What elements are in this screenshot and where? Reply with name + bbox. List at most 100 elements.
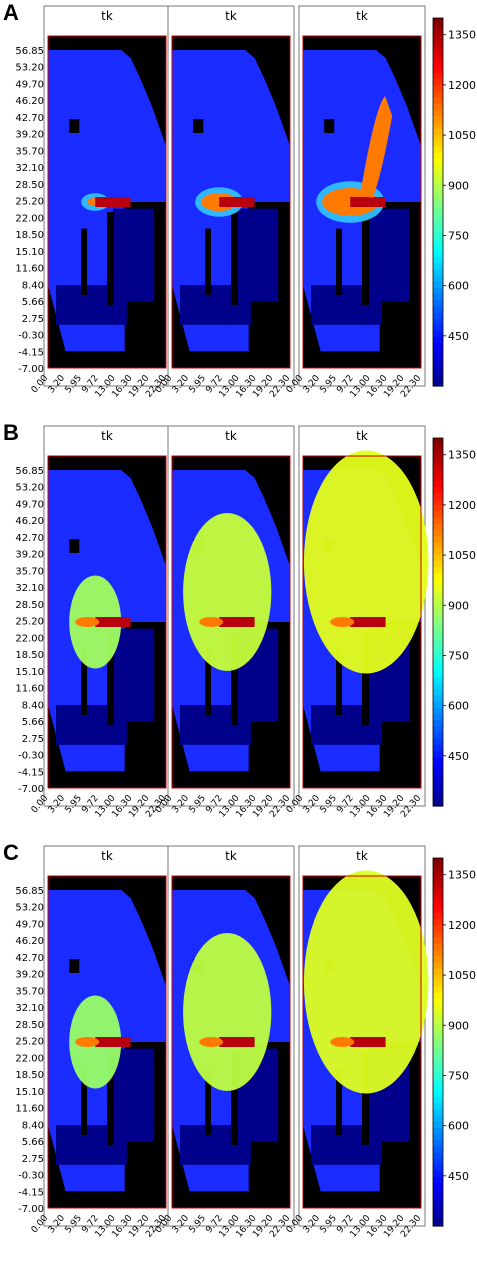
plume-broad: [303, 450, 429, 674]
colorbar-segment: [433, 536, 443, 543]
y-tick-label: 42.70: [15, 953, 44, 964]
colorbar-segment: [433, 140, 443, 148]
plume-hot: [219, 197, 255, 207]
colorbar-segment: [433, 517, 443, 525]
colorbar-segment: [433, 1170, 443, 1178]
y-tick-label: 49.70: [15, 919, 44, 930]
colorbar-frame: [432, 17, 444, 387]
y-tick-label: -4.15: [18, 1187, 44, 1198]
colorbar-segment: [433, 1011, 443, 1019]
y-tick-label: 56.85: [15, 46, 44, 57]
colorbar-segment: [433, 1152, 443, 1160]
colorbar-tick-label: 600: [448, 700, 469, 713]
colorbar-tick-label: 600: [448, 1120, 469, 1133]
colorbar-segment: [433, 658, 443, 666]
plot-boundary: [171, 35, 291, 369]
colorbar-segment: [433, 450, 443, 457]
y-tick-label: 53.20: [15, 483, 44, 494]
colorbar-segment: [433, 263, 443, 271]
colorbar-segment: [433, 67, 443, 74]
colorbar-segment: [433, 634, 443, 641]
colorbar-segment: [433, 318, 443, 326]
colorbar-segment: [433, 146, 443, 154]
colorbar-segment: [433, 152, 443, 160]
pillar: [362, 631, 369, 725]
colorbar-tick-label: 1050: [448, 969, 476, 982]
pillar: [81, 648, 88, 715]
colorbar-segment: [433, 251, 443, 258]
heatmap-field: [47, 455, 167, 789]
colorbar-tick-label: 750: [448, 1069, 469, 1082]
colorbar-segment: [433, 480, 443, 488]
colorbar-segment: [433, 628, 443, 635]
colorbar-tick-label: 1200: [448, 79, 476, 92]
colorbar-segment: [433, 330, 443, 338]
colorbar-segment: [433, 622, 443, 629]
colorbar-segment: [433, 1121, 443, 1129]
colorbar-segment: [433, 373, 443, 381]
colorbar-segment: [433, 523, 443, 531]
colorbar-segment: [433, 60, 443, 68]
plot-boundary: [171, 875, 291, 1209]
colorbar-tick-label: 1350: [448, 449, 476, 462]
colorbar-segment: [433, 968, 443, 976]
plot-boundary: [47, 455, 167, 789]
colorbar-segment: [433, 1109, 443, 1117]
colorbar-segment: [433, 189, 443, 197]
colorbar-segment: [433, 726, 443, 733]
y-tick-label: 8.40: [22, 1120, 44, 1131]
colorbar-segment: [433, 530, 443, 537]
colorbar-segment: [433, 1091, 443, 1098]
colorbar-tick-label: 1200: [448, 919, 476, 932]
colorbar-segment: [433, 554, 443, 562]
colorbar-segment: [433, 91, 443, 99]
colorbar-segment: [433, 287, 443, 295]
colorbar-segment: [433, 1029, 443, 1037]
colorbar-segment: [433, 1048, 443, 1055]
colorbar-tick-label: 450: [448, 330, 469, 343]
colorbar-segment: [433, 615, 443, 623]
plume-hot: [350, 1037, 386, 1047]
y-tick-label: 32.10: [15, 1003, 44, 1014]
y-tick-label: -4.15: [18, 767, 44, 778]
colorbar-segment: [433, 499, 443, 507]
colorbar-segment: [433, 609, 443, 617]
colorbar-segment: [433, 355, 443, 363]
plume-column: [360, 96, 393, 198]
subplot-title: tk: [101, 429, 113, 443]
colorbar-segment: [433, 281, 443, 289]
block: [69, 539, 80, 553]
colorbar-segment: [433, 1146, 443, 1153]
plume-warm: [75, 617, 100, 627]
colorbar-segment: [433, 763, 443, 770]
plume-broad: [303, 870, 429, 1094]
colorbar-segment: [433, 714, 443, 721]
colorbar-segment: [433, 992, 443, 1000]
colorbar-segment: [433, 36, 443, 44]
colorbar-segment: [433, 85, 443, 93]
y-tick-label: 56.85: [15, 466, 44, 477]
colorbar-segment: [433, 493, 443, 500]
colorbar-tick-label: 900: [448, 179, 469, 192]
colorbar-segment: [433, 456, 443, 464]
colorbar-segment: [433, 744, 443, 752]
colorbar-segment: [433, 116, 443, 123]
colorbar-segment: [433, 275, 443, 283]
colorbar-segment: [433, 1195, 443, 1203]
colorbar-segment: [433, 1176, 443, 1184]
pillar: [336, 648, 343, 715]
colorbar-segment: [433, 444, 443, 451]
plume-hot: [219, 1037, 255, 1047]
colorbar-segment: [433, 671, 443, 678]
colorbar-segment: [433, 548, 443, 556]
colorbar-segment: [433, 750, 443, 758]
colorbar-segment: [433, 876, 443, 884]
y-tick-label: 49.70: [15, 79, 44, 90]
y-tick-label: 8.40: [22, 280, 44, 291]
y-tick-label: 28.50: [15, 180, 44, 191]
colorbar-segment: [433, 232, 443, 240]
y-tick-label: 22.00: [15, 213, 44, 224]
colorbar-tick-label: 900: [448, 599, 469, 612]
colorbar-segment: [433, 566, 443, 574]
